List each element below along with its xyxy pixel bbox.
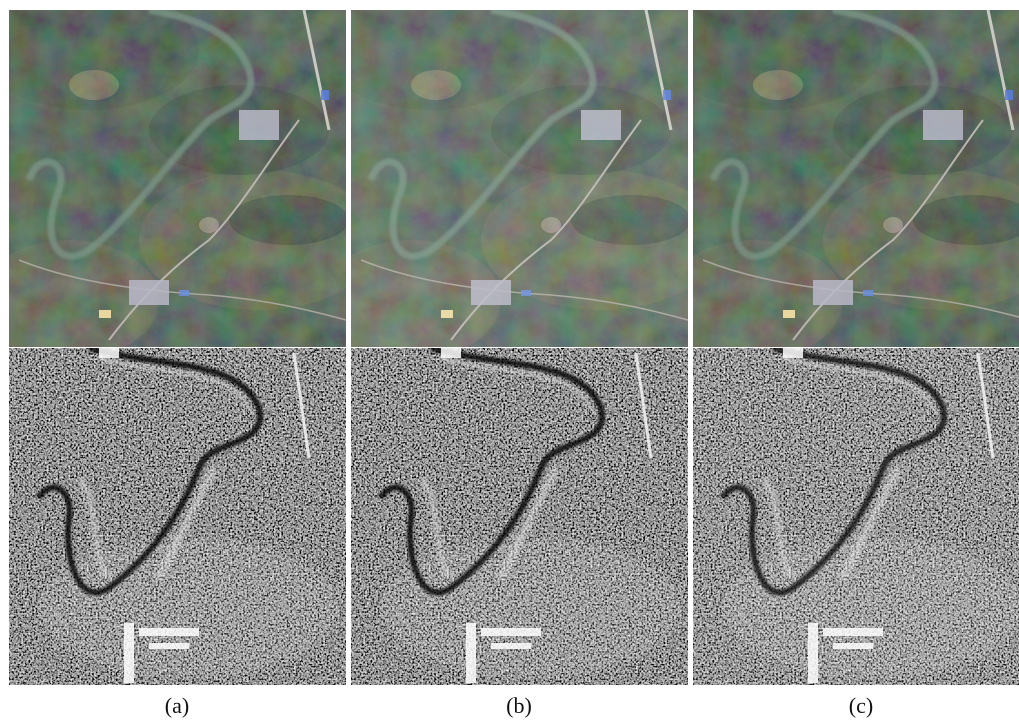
caption: (b) xyxy=(506,693,532,718)
caption: (a) xyxy=(165,693,189,718)
optical-image xyxy=(663,0,1019,360)
optical-image xyxy=(321,0,721,360)
sar-image xyxy=(9,348,346,685)
sar-image xyxy=(351,348,688,685)
optical-image xyxy=(0,0,379,360)
caption: (c) xyxy=(849,693,873,718)
sar-image xyxy=(693,348,1019,685)
